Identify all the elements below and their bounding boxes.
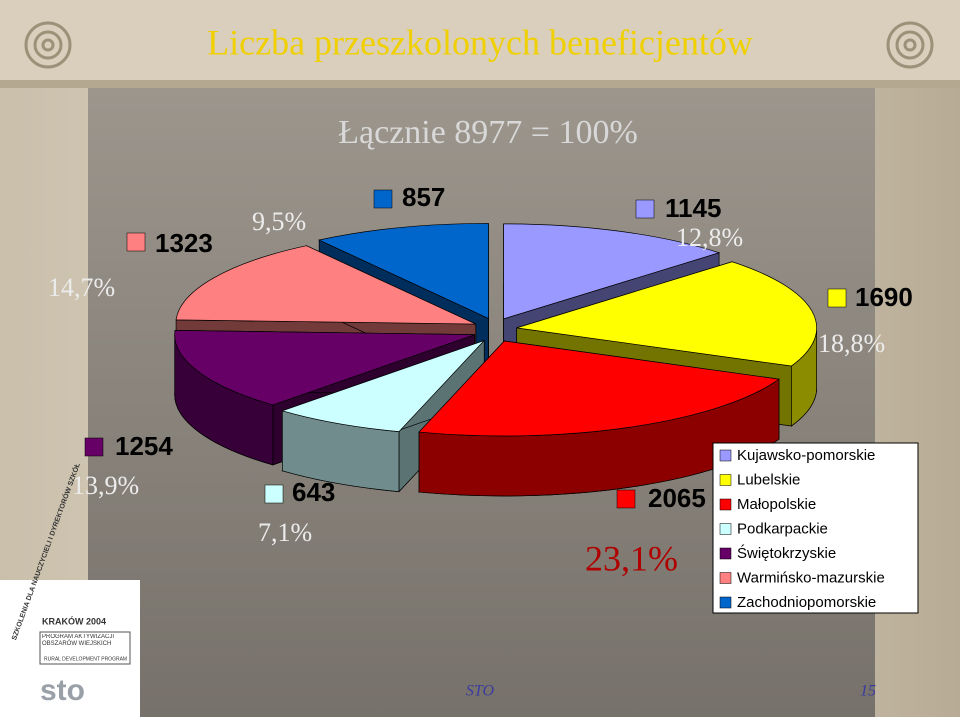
percent-label: 13,9%: [72, 471, 139, 500]
slice: [516, 261, 817, 367]
legend: Kujawsko-pomorskie Lubelskie Małopolskie Po…: [712, 442, 919, 614]
legend-label: Małopolskie: [737, 496, 816, 513]
value-label-swatch: [827, 288, 847, 308]
value-label: 1323: [155, 228, 213, 258]
percent-label: 23,1%: [585, 538, 678, 578]
legend-swatch: [719, 449, 732, 462]
logo-event: KRAKÓW 2004: [42, 615, 106, 626]
value-label: 1145: [665, 193, 721, 223]
logo-program: PROGRAM AKTYWIZACJI OBSZARÓW WIEJSKICH: [42, 634, 115, 647]
slice: [175, 245, 476, 325]
percent-label: 12,8%: [676, 223, 743, 252]
value-label: 2065: [648, 483, 706, 513]
subtitle: Łącznie 8977 = 100%: [338, 114, 638, 151]
percent-label: 18,8%: [818, 329, 885, 358]
pie: [174, 223, 818, 497]
value-label-swatch: [264, 484, 284, 504]
value-label: 1690: [855, 282, 913, 312]
legend-swatch: [719, 498, 732, 511]
slice: [174, 330, 475, 406]
value-label-swatch: [84, 437, 104, 457]
architrave-edge: [0, 80, 960, 88]
page-number: 15: [860, 683, 876, 700]
slice: [318, 223, 489, 319]
slice: [281, 340, 485, 432]
legend-swatch: [719, 596, 732, 609]
value-label: 1254: [115, 431, 173, 461]
legend-box: [712, 442, 919, 614]
percent-label: 7,1%: [258, 518, 312, 547]
legend-label: Warmińsko-mazurskie: [737, 569, 885, 586]
legend-label: Kujawsko-pomorskie: [737, 447, 875, 464]
slice: [418, 340, 780, 437]
logo-brand: sto: [40, 674, 85, 707]
legend-swatch: [719, 547, 732, 560]
percent-label: 14,7%: [48, 273, 115, 302]
capital-right: [886, 21, 934, 69]
percent-label: 9,5%: [252, 207, 306, 236]
legend-label: Podkarpackie: [737, 520, 828, 537]
value-label-swatch: [126, 232, 146, 252]
architrave: [0, 0, 960, 85]
value-label-swatch: [616, 489, 636, 509]
legend-swatch: [719, 474, 732, 486]
logo-program-wrap: PROGRAM AKTYWIZACJI OBSZARÓW WIEJSKICH: [42, 634, 115, 647]
value-label: 857: [402, 182, 445, 212]
capital-left: [24, 21, 72, 69]
value-label-swatch: [373, 189, 393, 209]
logo: SZKOLENIA DLA NAUCZYCIELI I DYREKTORÓW S…: [0, 461, 140, 717]
value-label-swatch: [635, 199, 655, 219]
legend-label: Lubelskie: [737, 471, 800, 488]
title: Liczba przeszkolonych beneficjentów: [207, 22, 753, 62]
logo-box: [0, 580, 140, 717]
slice: [503, 223, 721, 320]
legend-swatch: [719, 523, 732, 535]
legend-label: Świętokrzyskie: [737, 544, 836, 562]
logo-program-en: RURAL DEVELOPMENT PROGRAM: [44, 656, 127, 662]
logo-frame: [39, 631, 131, 665]
value-label: 643: [292, 477, 335, 507]
legend-label: Zachodniopomorskie: [737, 594, 876, 611]
legend-swatch: [719, 572, 732, 584]
footer-label: STO: [466, 683, 495, 700]
